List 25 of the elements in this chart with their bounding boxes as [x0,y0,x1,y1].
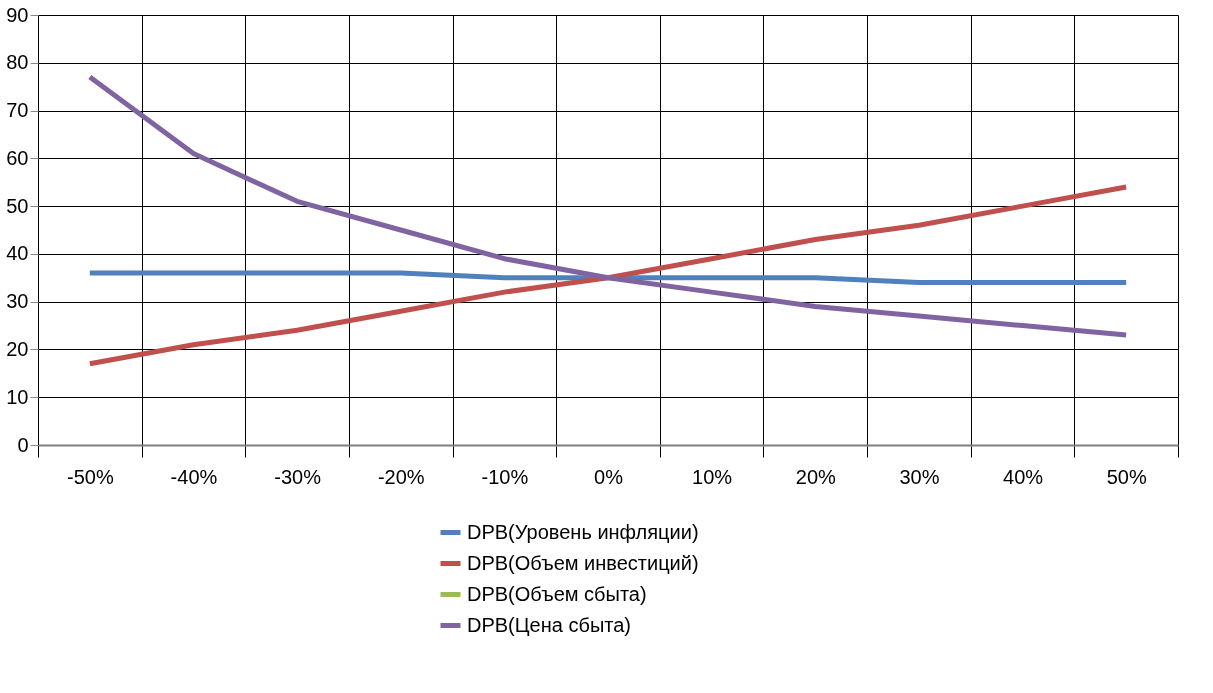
x-tick-label: 0% [594,465,624,488]
y-tick-label: 30 [6,290,29,313]
legend-label: DPB(Объем инвестиций) [467,551,699,574]
y-tick-label: 40 [6,242,29,265]
x-tick-label: 10% [692,465,733,488]
x-tick-label: 40% [1003,465,1044,488]
y-tick-label: 50 [6,194,29,217]
x-tick-label: 20% [795,465,836,488]
y-tick-label: 10 [6,385,29,408]
x-tick-label: 50% [1106,465,1147,488]
x-tick-label: -40% [170,465,218,488]
x-tick-label: 30% [899,465,940,488]
y-tick-label: 0 [17,433,29,456]
x-tick-label: -20% [377,465,425,488]
y-tick-label: 70 [6,99,29,122]
x-tick-label: -30% [274,465,322,488]
y-tick-label: 60 [6,146,29,169]
y-tick-label: 80 [6,51,29,74]
x-tick-label: -50% [66,465,114,488]
y-tick-label: 20 [6,337,29,360]
x-tick-label: -10% [481,465,529,488]
legend-label: DPB(Объем сбыта) [467,582,647,605]
legend-label: DPB(Уровень инфляции) [467,520,699,543]
y-tick-label: 90 [6,3,29,26]
legend-label: DPB(Цена сбыта) [467,613,631,636]
